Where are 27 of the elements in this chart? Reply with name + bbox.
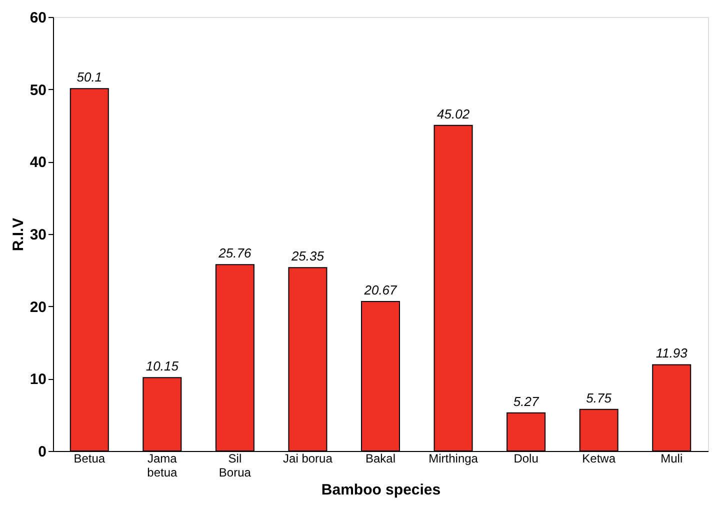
y-tick-label: 20 [30, 298, 46, 316]
x-tick-label: Mirthinga [428, 452, 478, 466]
data-label: 5.75 [586, 390, 612, 406]
x-tick-label: Jai borua [283, 452, 333, 466]
x-tick-label: Bakal [365, 452, 396, 466]
y-tick-label: 50 [30, 82, 46, 99]
x-tick-label: Ketwa [582, 452, 616, 466]
data-label: 50.1 [76, 70, 102, 85]
y-tick-label: 30 [30, 226, 46, 244]
data-label: 11.93 [656, 346, 688, 361]
y-tick-label: 10 [30, 371, 46, 388]
y-tick-label: 0 [38, 444, 46, 460]
data-label: 45.02 [437, 106, 470, 122]
data-label: 25.76 [218, 246, 252, 261]
x-tick-label: Betua [74, 452, 106, 466]
data-label: 10.15 [146, 358, 180, 374]
data-label: 20.67 [363, 282, 398, 298]
y-axis-title: R.I.V [10, 218, 27, 252]
x-axis-title: Bamboo species [321, 482, 441, 498]
x-tick-label: Sil Borua [218, 452, 252, 480]
data-label: 5.27 [513, 394, 540, 409]
y-tick-label: 40 [30, 154, 46, 172]
x-tick-label: Jama betua [147, 452, 178, 480]
x-tick-label: Dolu [514, 452, 538, 466]
data-label: 25.35 [290, 248, 325, 264]
x-tick-label: Muli [660, 452, 683, 466]
y-tick-label: 60 [30, 10, 46, 26]
